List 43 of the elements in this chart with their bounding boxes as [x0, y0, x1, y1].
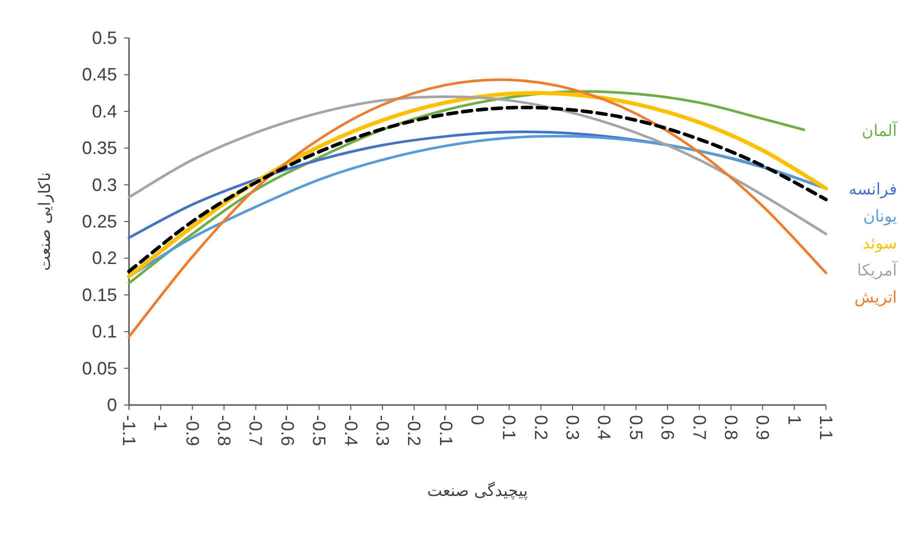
x-tick-label: 0.3	[562, 415, 583, 440]
x-tick-label: 0.8	[720, 415, 741, 440]
x-tick-label: 1.1	[816, 415, 836, 440]
y-tick-label: 0.35	[82, 138, 117, 158]
x-tick-label: 0.7	[689, 415, 710, 440]
x-tick-label: -0.5	[309, 415, 330, 446]
x-tick-label: 0.5	[626, 415, 646, 440]
x-tick-label: 0.2	[530, 415, 551, 440]
x-tick-label: -0.9	[182, 415, 202, 446]
line-series	[128, 78, 828, 338]
series-label: اتریش	[854, 287, 897, 306]
y-tick-label: 0.3	[92, 174, 117, 195]
x-tick-label: 1	[784, 415, 804, 426]
x-axis-title: پیچیدگی صنعت	[427, 481, 528, 500]
x-tick-label: -1	[150, 415, 171, 432]
y-tick-label: 0.5	[92, 28, 117, 48]
y-tick-label: 0.45	[82, 64, 117, 85]
text: یونان	[863, 206, 897, 226]
y-tick-label: 0.1	[92, 322, 117, 342]
x-tick-label: -0.8	[214, 415, 234, 446]
y-tick-label: 0.25	[82, 212, 117, 232]
x-tick-label: 0.4	[594, 415, 614, 440]
x-tick-label: 0	[468, 415, 488, 426]
y-axis-title: ناکارایی صنعت	[35, 172, 54, 271]
y-tick-label: 0.4	[92, 101, 117, 122]
x-tick-label: 0.1	[499, 415, 520, 440]
y-tick-label: 0.15	[82, 284, 117, 305]
x-tick-label: 0.9	[752, 415, 773, 440]
x-tick-label: -0.3	[372, 415, 392, 446]
x-tick-label: -0.1	[436, 415, 456, 446]
x-tick-label: -0.6	[277, 415, 298, 446]
x-tick-label: -0.7	[246, 415, 266, 446]
text: آلمان	[862, 120, 899, 140]
x-tick-label: 0.6	[658, 415, 678, 440]
x-tick-label: -1.1	[119, 415, 139, 446]
y-tick-label: 0.2	[92, 248, 117, 268]
text: آمریکا	[856, 259, 899, 280]
series-label: فرانسه	[848, 179, 897, 198]
x-tick-label: -0.2	[404, 415, 424, 446]
y-tick-label: 0.05	[82, 358, 117, 378]
text: سوئد	[862, 233, 897, 252]
x-tick-label: -0.4	[340, 415, 361, 446]
line-series	[128, 95, 828, 236]
